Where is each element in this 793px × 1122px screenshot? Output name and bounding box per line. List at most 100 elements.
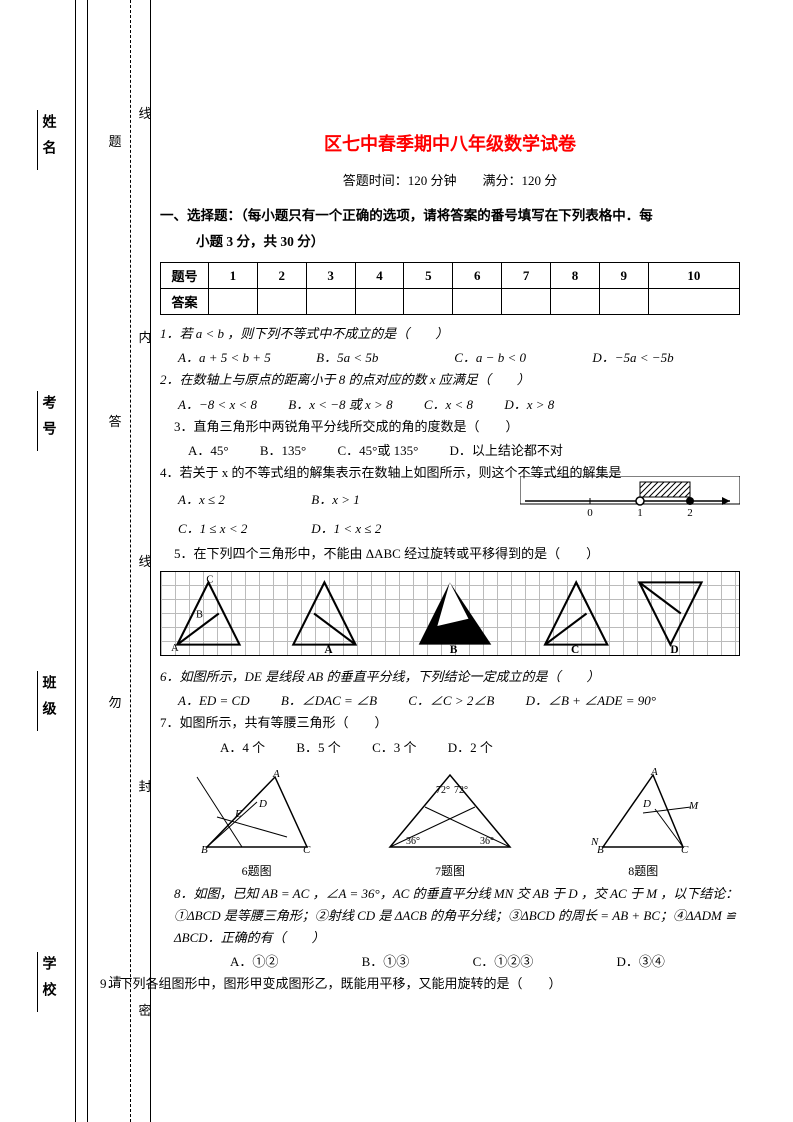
ans-cell[interactable] bbox=[453, 289, 502, 315]
q8-b: B．①③ bbox=[362, 951, 410, 973]
exam-title: 区七中春季期中八年级数学试卷 bbox=[160, 130, 740, 156]
ans-cell[interactable] bbox=[599, 289, 648, 315]
q4-d: D．1 < x ≤ 2 bbox=[311, 515, 431, 544]
q1-text: 1．若 a < b ，则下列不等式中不成立的是（ ） bbox=[160, 323, 740, 345]
q8-c: C．①②③ bbox=[473, 951, 534, 973]
q6-c: C．∠C > 2∠B bbox=[408, 690, 494, 712]
q7-c: C．3 个 bbox=[372, 737, 416, 759]
col-2: 2 bbox=[257, 263, 306, 289]
q5-tri-b: B bbox=[392, 572, 508, 655]
answer-label: 答案 bbox=[161, 289, 209, 315]
q3-options: A．45° B．135° C．45°或 135° D．以上结论都不对 bbox=[160, 440, 740, 462]
mc-da: 答 bbox=[108, 411, 121, 430]
q5-base-tri: C A B bbox=[161, 572, 277, 655]
ans-cell[interactable] bbox=[502, 289, 551, 315]
fig6: A B C D E 6题图 bbox=[170, 767, 344, 879]
q8-a: A．①② bbox=[230, 951, 278, 973]
q5-figure-row: C A B A B C D bbox=[160, 571, 740, 656]
margin-col2: 线 内 线 封 密 bbox=[135, 0, 155, 1122]
fig6-caption: 6题图 bbox=[170, 862, 344, 879]
fig8: A B C D M N 8题图 bbox=[556, 767, 730, 879]
q3-b: B．135° bbox=[260, 440, 306, 462]
q5-tri-d: D bbox=[623, 572, 739, 655]
svg-text:72°: 72° bbox=[436, 785, 450, 796]
margin-col1: 题 答 勿 请 bbox=[105, 0, 125, 1122]
ans-cell[interactable] bbox=[404, 289, 453, 315]
table-header-row: 题号 1 2 3 4 5 6 7 8 9 10 bbox=[161, 263, 740, 289]
col-7: 7 bbox=[502, 263, 551, 289]
ans-cell[interactable] bbox=[355, 289, 404, 315]
ans-cell[interactable] bbox=[257, 289, 306, 315]
q6-a: A．ED = CD bbox=[178, 690, 250, 712]
label-examno: 考号 bbox=[41, 395, 56, 447]
label-name: 姓名 bbox=[41, 114, 56, 166]
q8-text: 8．如图，已知 AB = AC ，∠A = 36°，AC 的垂直平分线 MN 交… bbox=[160, 883, 740, 949]
svg-text:A: A bbox=[272, 768, 280, 780]
q3-c: C．45°或 135° bbox=[337, 440, 418, 462]
ans-cell[interactable] bbox=[648, 289, 739, 315]
mc-xian: 线 bbox=[138, 103, 151, 122]
exam-subtitle: 答题时间：120 分钟 满分：120 分 bbox=[160, 170, 740, 189]
q7-b: B．5 个 bbox=[296, 737, 340, 759]
q1-d: D．−5a < −5b bbox=[592, 347, 727, 369]
svg-text:M: M bbox=[688, 800, 699, 812]
svg-text:D: D bbox=[671, 644, 679, 655]
binding-margin: 姓名 考号 班级 学校 题 答 勿 请 线 内 线 封 密 bbox=[75, 0, 155, 1122]
svg-text:A: A bbox=[171, 643, 179, 654]
q7-d: D．2 个 bbox=[448, 737, 493, 759]
binding-outer-labels: 姓名 考号 班级 学校 bbox=[27, 0, 67, 1122]
q8-options: A．①② B．①③ C．①②③ D．③④ bbox=[160, 951, 740, 973]
q3-d: D．以上结论都不对 bbox=[450, 440, 563, 462]
heading-line2: 小题 3 分，共 30 分） bbox=[160, 234, 324, 249]
fig8-caption: 8题图 bbox=[556, 862, 730, 879]
fig7: 72° 72° 36° 36° 7题图 bbox=[363, 767, 537, 879]
col-8: 8 bbox=[551, 263, 600, 289]
col-9: 9 bbox=[599, 263, 648, 289]
svg-text:C: C bbox=[303, 844, 311, 855]
svg-text:72°: 72° bbox=[454, 785, 468, 796]
label-school: 学校 bbox=[41, 956, 56, 1008]
svg-text:D: D bbox=[642, 798, 651, 810]
svg-text:36°: 36° bbox=[406, 836, 420, 847]
q4-wrap: 4．若关于 x 的不等式组的解集表示在数轴上如图所示，则这个不等式组的解集是 A… bbox=[160, 462, 740, 543]
q2-d: D．x > 8 bbox=[504, 394, 554, 416]
q7-options: A．4 个 B．5 个 C．3 个 D．2 个 bbox=[160, 737, 740, 759]
ans-cell[interactable] bbox=[551, 289, 600, 315]
number-line-figure: 0 1 2 bbox=[520, 476, 740, 522]
q3-a: A．45° bbox=[188, 440, 229, 462]
svg-text:C: C bbox=[571, 644, 579, 655]
col-10: 10 bbox=[648, 263, 739, 289]
q9-text: 9．下列各组图形中，图形甲变成图形乙，既能用平移，又能用旋转的是（ ） bbox=[100, 973, 740, 995]
mc-ti: 题 bbox=[108, 131, 121, 150]
col-5: 5 bbox=[404, 263, 453, 289]
q8-d: D．③④ bbox=[616, 951, 664, 973]
q2-options: A．−8 < x < 8 B．x < −8 或 x > 8 C．x < 8 D．… bbox=[160, 394, 740, 416]
table-answer-row: 答案 bbox=[161, 289, 740, 315]
q2-b: B．x < −8 或 x > 8 bbox=[288, 394, 392, 416]
ans-cell[interactable] bbox=[306, 289, 355, 315]
svg-text:36°: 36° bbox=[480, 836, 494, 847]
answer-table: 题号 1 2 3 4 5 6 7 8 9 10 答案 bbox=[160, 262, 740, 315]
q4-b: B．x > 1 bbox=[311, 486, 431, 515]
ans-cell[interactable] bbox=[209, 289, 258, 315]
mc-feng: 封 bbox=[138, 776, 151, 795]
mc-wu: 勿 bbox=[108, 692, 121, 711]
q6-text: 6．如图所示，DE 是线段 AB 的垂直平分线，下列结论一定成立的是（ ） bbox=[160, 666, 740, 688]
svg-text:1: 1 bbox=[637, 507, 643, 519]
svg-text:C: C bbox=[681, 844, 689, 855]
svg-text:B: B bbox=[196, 610, 203, 621]
q6-d: D．∠B + ∠ADE = 90° bbox=[526, 690, 656, 712]
svg-text:A: A bbox=[650, 767, 658, 778]
mc-mi: 密 bbox=[138, 1000, 151, 1019]
exam-content: 区七中春季期中八年级数学试卷 答题时间：120 分钟 满分：120 分 一、选择… bbox=[160, 130, 740, 997]
q4-c: C．1 ≤ x < 2 bbox=[178, 515, 308, 544]
col-4: 4 bbox=[355, 263, 404, 289]
q2-c: C．x < 8 bbox=[424, 394, 473, 416]
q7-text: 7．如图所示，共有等腰三角形（ ） bbox=[160, 712, 740, 734]
svg-text:A: A bbox=[324, 644, 333, 655]
q5-tri-c: C bbox=[508, 572, 624, 655]
svg-text:C: C bbox=[206, 575, 213, 586]
col-6: 6 bbox=[453, 263, 502, 289]
q7-a: A．4 个 bbox=[220, 737, 265, 759]
q5-tri-a: A bbox=[277, 572, 393, 655]
